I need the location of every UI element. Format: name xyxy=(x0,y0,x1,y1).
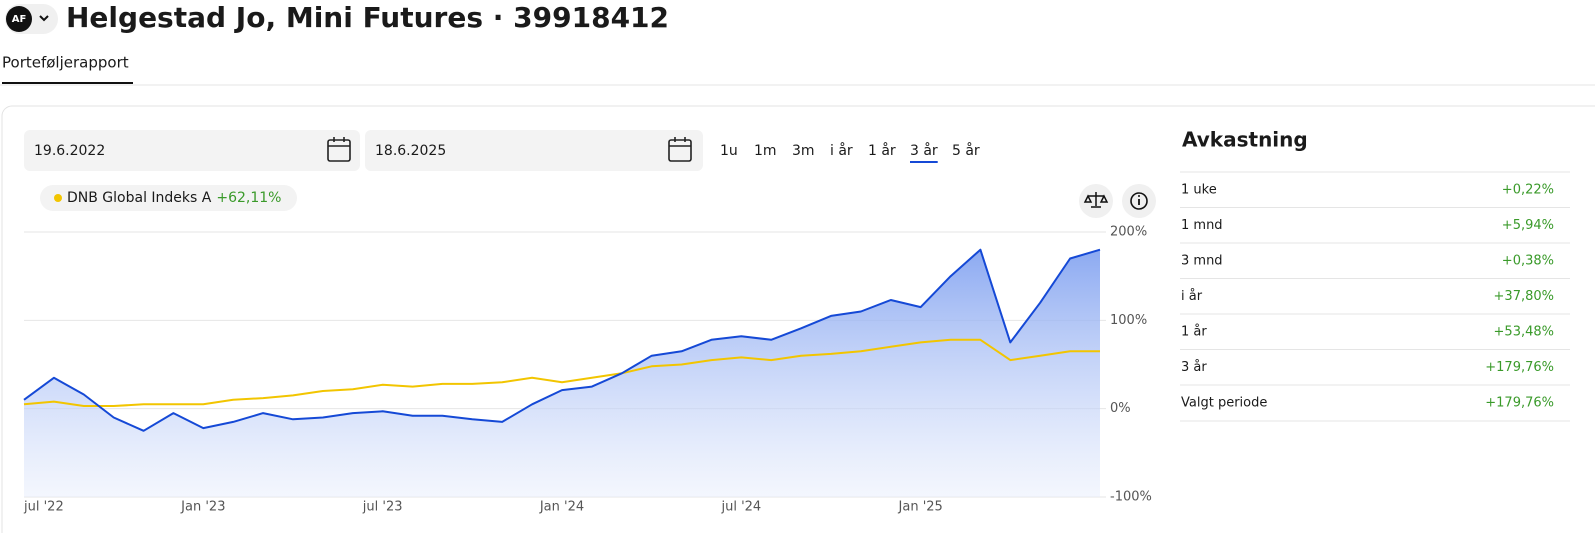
info-icon xyxy=(1138,195,1140,197)
period-button[interactable]: 3 år xyxy=(910,142,938,159)
area xyxy=(24,249,1100,497)
return-value: +179,76% xyxy=(1485,360,1554,375)
legend-pill xyxy=(40,185,297,211)
scale-icon xyxy=(1083,192,1109,208)
x-tick-label: jul '22 xyxy=(23,500,64,515)
return-value: +37,80% xyxy=(1494,289,1554,304)
date-input[interactable] xyxy=(365,130,703,171)
return-value: +53,48% xyxy=(1494,325,1554,340)
x-tick-label: jul '24 xyxy=(720,500,761,515)
period-underline xyxy=(910,161,938,163)
page-title: Helgestad Jo, Mini Futures · 39918412 xyxy=(66,1,669,34)
line xyxy=(23,248,1101,432)
period-button[interactable]: 1 år xyxy=(868,142,896,159)
returns-title: Avkastning xyxy=(1182,128,1308,152)
date-to: 18.6.2025 xyxy=(375,143,446,159)
return-period: 1 uke xyxy=(1181,183,1217,198)
x-tick-label: Jan '25 xyxy=(898,500,943,515)
return-value: +0,38% xyxy=(1502,254,1554,269)
x-tick-label: Jan '23 xyxy=(180,500,225,515)
return-value: +179,76% xyxy=(1485,396,1554,411)
return-value: +5,94% xyxy=(1502,218,1554,233)
return-period: i år xyxy=(1181,289,1203,304)
info-icon xyxy=(1130,192,1148,210)
period-button[interactable]: 5 år xyxy=(952,142,980,159)
y-tick-label: 0% xyxy=(1110,401,1131,416)
return-period: 3 mnd xyxy=(1181,254,1223,269)
legend-return: +62,11% xyxy=(216,190,281,206)
legend-swatch xyxy=(54,194,62,202)
line xyxy=(23,338,1100,407)
return-period: 1 år xyxy=(1181,325,1207,340)
x-tick-label: Jan '24 xyxy=(539,500,584,515)
calendar-icons xyxy=(327,137,692,162)
tab-underline xyxy=(2,82,133,84)
tab[interactable]: Porteføljerapport xyxy=(2,54,129,72)
period-button[interactable]: i år xyxy=(830,142,853,159)
return-period: 1 mnd xyxy=(1181,218,1223,233)
period-button[interactable]: 1u xyxy=(720,143,738,159)
date-input[interactable] xyxy=(24,130,360,171)
return-value: +0,22% xyxy=(1502,183,1554,198)
legend-label: DNB Global Indeks A xyxy=(67,190,212,206)
return-period: 3 år xyxy=(1181,360,1207,375)
y-tick-label: 200% xyxy=(1110,225,1147,240)
chevron xyxy=(39,15,49,22)
return-period: Valgt periode xyxy=(1181,396,1267,411)
y-tick-label: -100% xyxy=(1110,490,1152,505)
x-tick-label: jul '23 xyxy=(362,500,403,515)
avatar xyxy=(6,6,32,32)
y-tick-label: 100% xyxy=(1110,313,1147,328)
avatar-initials: AF xyxy=(12,14,27,25)
period-button[interactable]: 1m xyxy=(754,143,777,159)
date-from: 19.6.2022 xyxy=(34,143,105,159)
period-button[interactable]: 3m xyxy=(792,143,815,159)
